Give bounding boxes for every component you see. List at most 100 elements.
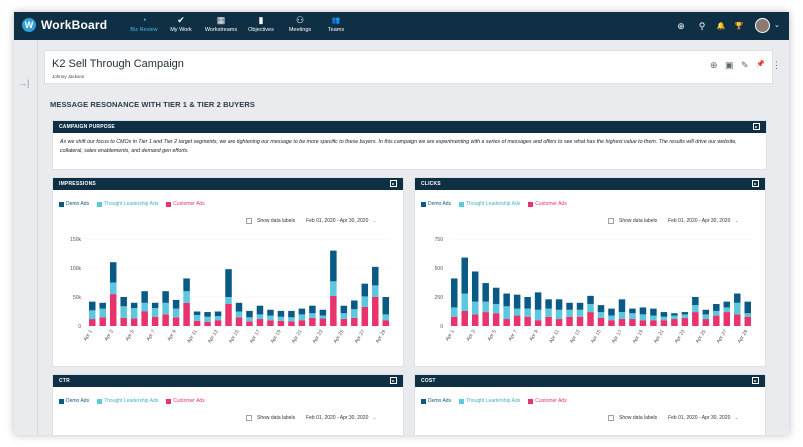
bar-segment[interactable] — [267, 320, 274, 326]
bar-segment[interactable] — [723, 301, 731, 308]
bar-segment[interactable] — [566, 316, 573, 326]
bar-segment[interactable] — [288, 317, 295, 322]
bar-segment[interactable] — [193, 320, 201, 326]
bar-segment[interactable] — [99, 317, 106, 326]
bar-segment[interactable] — [340, 313, 348, 320]
bar-segment[interactable] — [713, 303, 720, 311]
bar-segment[interactable] — [492, 287, 500, 304]
bar-segment[interactable] — [340, 319, 348, 326]
bar-segment[interactable] — [681, 317, 689, 326]
bar-segment[interactable] — [372, 285, 379, 297]
bar-segment[interactable] — [225, 269, 232, 297]
bar-segment[interactable] — [713, 310, 720, 316]
present-icon[interactable]: ▣ — [725, 60, 734, 70]
bar-segment[interactable] — [88, 310, 96, 320]
bar-segment[interactable] — [471, 301, 479, 315]
bar-segment[interactable] — [172, 308, 180, 318]
bar-segment[interactable] — [713, 315, 720, 326]
bar-segment[interactable] — [524, 308, 531, 317]
chevron-down-icon[interactable]: ⌄ — [734, 218, 739, 224]
bar-segment[interactable] — [576, 316, 584, 326]
show-data-labels-checkbox[interactable] — [246, 415, 252, 421]
bar-segment[interactable] — [597, 312, 605, 318]
bar-segment[interactable] — [141, 291, 148, 303]
bar-segment[interactable] — [204, 321, 211, 326]
edit-icon[interactable]: ✎ — [741, 60, 749, 70]
search-icon[interactable]: ⚲ — [698, 20, 706, 31]
bar-segment[interactable] — [351, 300, 358, 310]
bar-segment[interactable] — [450, 316, 458, 326]
workboard-logo[interactable]: W WorkBoard — [22, 18, 107, 32]
bar-segment[interactable] — [555, 319, 563, 326]
bar-segment[interactable] — [618, 299, 626, 313]
bar-segment[interactable] — [277, 310, 285, 317]
bar-segment[interactable] — [256, 319, 264, 326]
bar-segment[interactable] — [151, 316, 159, 326]
bar-segment[interactable] — [650, 315, 657, 321]
expand-icon[interactable]: ▸ — [390, 377, 397, 384]
bar-segment[interactable] — [608, 315, 615, 321]
bar-segment[interactable] — [555, 299, 563, 310]
bar-segment[interactable] — [330, 295, 337, 326]
bar-segment[interactable] — [461, 310, 468, 326]
bar-segment[interactable] — [534, 320, 542, 326]
legend-item-demo[interactable]: Demo Ads — [59, 201, 89, 207]
bar-segment[interactable] — [330, 250, 337, 282]
bar-segment[interactable] — [723, 307, 731, 313]
bar-segment[interactable] — [340, 305, 348, 314]
bar-segment[interactable] — [298, 314, 306, 321]
bar-segment[interactable] — [545, 308, 552, 317]
bar-segment[interactable] — [587, 295, 594, 304]
bar-segment[interactable] — [351, 309, 358, 318]
bar-segment[interactable] — [702, 309, 710, 315]
bar-segment[interactable] — [450, 307, 458, 317]
bar-segment[interactable] — [461, 257, 468, 294]
show-data-labels-checkbox[interactable] — [608, 218, 614, 224]
legend-item-customer[interactable]: Customer Ads — [528, 201, 567, 207]
bar-segment[interactable] — [120, 317, 127, 326]
bar-segment[interactable] — [382, 297, 390, 315]
bar-segment[interactable] — [172, 299, 180, 309]
bar-segment[interactable] — [692, 297, 699, 306]
bar-segment[interactable] — [597, 305, 605, 313]
bar-segment[interactable] — [309, 305, 316, 314]
bar-segment[interactable] — [298, 308, 306, 315]
nav-teams[interactable]: 👥 Teams — [323, 14, 349, 40]
bar-segment[interactable] — [183, 278, 190, 292]
more-icon[interactable]: ⋮ — [772, 60, 781, 70]
chevron-down-icon[interactable]: ⌄ — [774, 22, 780, 29]
bar-segment[interactable] — [130, 302, 138, 309]
bar-segment[interactable] — [587, 303, 594, 313]
bar-segment[interactable] — [587, 312, 594, 326]
date-range-select[interactable]: Feb 01, 2020 - Apr 30, 2020 — [306, 218, 369, 224]
bar-segment[interactable] — [629, 313, 636, 320]
bar-segment[interactable] — [225, 303, 232, 326]
expand-sidebar-icon[interactable]: →| — [18, 78, 30, 88]
legend-item-demo[interactable]: Demo Ads — [421, 398, 451, 404]
bar-segment[interactable] — [534, 292, 542, 310]
bar-segment[interactable] — [660, 316, 668, 321]
bar-segment[interactable] — [288, 310, 295, 318]
bar-segment[interactable] — [88, 319, 96, 326]
legend-item-demo[interactable]: Demo Ads — [421, 201, 451, 207]
date-range-select[interactable]: Feb 01, 2020 - Apr 30, 2020 — [306, 415, 369, 421]
expand-icon[interactable]: ▸ — [753, 123, 760, 130]
bar-segment[interactable] — [267, 315, 274, 321]
expand-icon[interactable]: ▸ — [752, 377, 759, 384]
bar-segment[interactable] — [671, 319, 678, 326]
bar-segment[interactable] — [141, 311, 148, 327]
bar-segment[interactable] — [319, 309, 327, 316]
bar-segment[interactable] — [235, 302, 243, 312]
bar-segment[interactable] — [482, 301, 489, 313]
bar-segment[interactable] — [288, 321, 295, 326]
chevron-down-icon[interactable]: ⌄ — [372, 415, 377, 421]
bar-segment[interactable] — [513, 308, 521, 316]
bar-segment[interactable] — [702, 314, 710, 320]
bar-segment[interactable] — [372, 297, 379, 326]
bar-segment[interactable] — [109, 262, 117, 283]
bar-segment[interactable] — [639, 314, 647, 321]
bar-segment[interactable] — [382, 314, 390, 321]
bar-segment[interactable] — [671, 313, 678, 316]
bar-segment[interactable] — [372, 266, 379, 286]
bar-segment[interactable] — [162, 314, 169, 326]
